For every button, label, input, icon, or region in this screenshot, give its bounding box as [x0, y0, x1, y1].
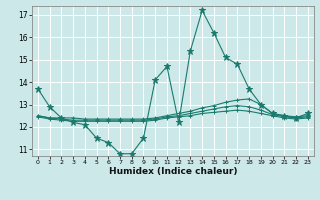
X-axis label: Humidex (Indice chaleur): Humidex (Indice chaleur): [108, 167, 237, 176]
